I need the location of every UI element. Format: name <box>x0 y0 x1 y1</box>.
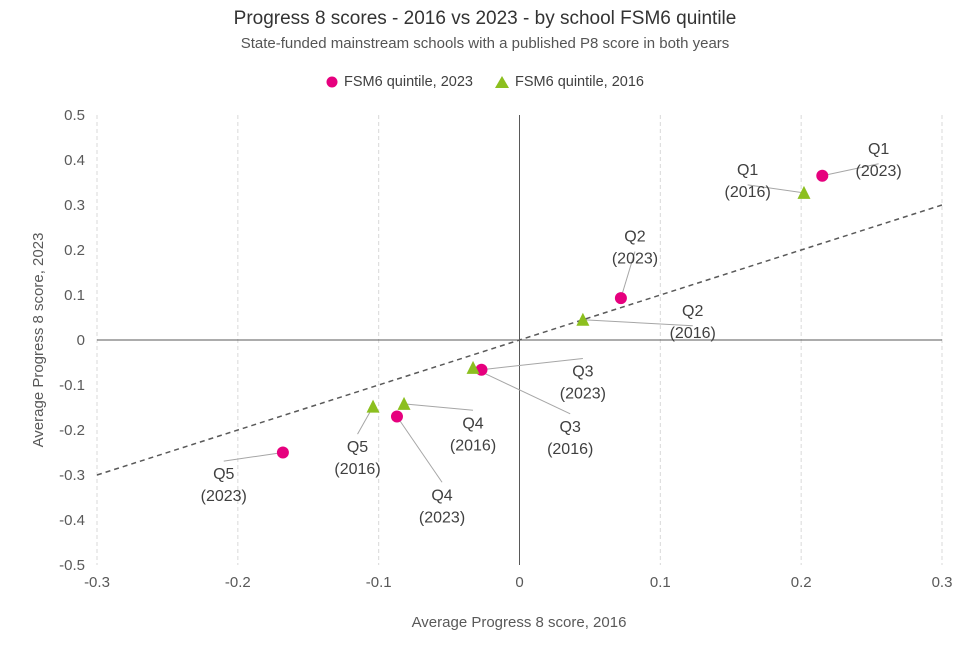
point-label-line: Q2 <box>682 303 703 320</box>
point-circle-2023 <box>276 446 289 459</box>
leader-line <box>822 163 879 177</box>
legend-item-2016: FSM6 quintile, 2016 <box>495 74 644 90</box>
leader-line <box>481 358 583 371</box>
point-triangle-2016 <box>466 360 480 374</box>
point-label-line: Q1 <box>868 141 889 158</box>
point-label-line: Q1 <box>737 162 758 179</box>
point-label-line: Q3 <box>572 364 593 381</box>
x-tick-label: -0.3 <box>84 574 110 591</box>
y-tick-label: -0.2 <box>59 422 85 439</box>
chart-title: Progress 8 scores - 2016 vs 2023 - by sc… <box>233 8 737 29</box>
legend-triangle-marker <box>495 76 509 88</box>
point-label-line: (2016) <box>334 461 380 478</box>
x-tick-label: -0.2 <box>225 574 251 591</box>
point-label-line: (2023) <box>419 509 465 526</box>
leader-line <box>223 452 283 462</box>
y-axis-label: Average Progress 8 score, 2023 <box>30 233 47 448</box>
y-tick-label: 0 <box>77 332 85 349</box>
point-label-line: Q2 <box>624 229 645 246</box>
x-tick-label: 0.2 <box>791 574 812 591</box>
y-tick-label: 0.4 <box>64 152 85 169</box>
x-tick-label: 0.3 <box>932 574 953 591</box>
point-triangle-2016 <box>797 185 811 199</box>
point-label-line: Q5 <box>213 466 234 483</box>
point-label-line: (2023) <box>201 488 247 505</box>
y-tick-label: 0.2 <box>64 242 85 259</box>
y-tick-label: -0.1 <box>59 377 85 394</box>
point-triangle-2016 <box>397 396 411 410</box>
y-tick-label: -0.4 <box>59 512 85 529</box>
leader-line <box>620 251 636 299</box>
point-label: Q2 (2016) <box>670 303 716 342</box>
y-tick-label: 0.3 <box>64 197 85 214</box>
leader-line <box>582 319 693 327</box>
point-label-line: (2016) <box>670 325 716 342</box>
point-label-line: (2016) <box>725 184 771 201</box>
data-points <box>276 169 829 459</box>
point-label: Q3 (2023) <box>560 364 606 403</box>
point-label-line: (2023) <box>856 163 902 180</box>
point-label-line: Q5 <box>347 439 368 456</box>
point-triangle-2016 <box>576 312 590 326</box>
legend-item-2023: FSM6 quintile, 2023 <box>326 74 473 90</box>
point-label: Q1 (2023) <box>856 141 902 180</box>
reference-line-group <box>96 204 943 476</box>
reference-line <box>96 204 943 476</box>
point-label: Q4 (2016) <box>450 415 496 454</box>
point-label: Q5 (2016) <box>334 439 380 478</box>
point-label-line: (2023) <box>560 386 606 403</box>
tick-labels: -0.3 -0.2 -0.1 0 0.1 0.2 0.3 -0.5 -0.4 -0.3 -0.2 -0… <box>59 107 952 591</box>
leader-line <box>747 184 805 194</box>
legend-label-2023: FSM6 quintile, 2023 <box>344 74 473 90</box>
y-tick-label: -0.3 <box>59 467 85 484</box>
leader-line <box>403 403 474 411</box>
y-tick-label: 0.1 <box>64 287 85 304</box>
chart-subtitle: State-funded mainstream schools with a p… <box>240 35 730 52</box>
y-tick-label: -0.5 <box>59 557 85 574</box>
x-tick-label: 0.1 <box>650 574 671 591</box>
y-tick-label: 0.5 <box>64 107 85 124</box>
x-tick-label: 0 <box>515 574 523 591</box>
point-label: Q3 (2016) <box>547 419 593 458</box>
point-label: Q5 (2023) <box>201 466 247 505</box>
point-label: Q4 (2023) <box>419 487 465 526</box>
point-triangle-2016 <box>366 399 380 413</box>
leader-line <box>396 416 443 483</box>
point-label-line: Q3 <box>560 419 581 436</box>
leader-lines <box>223 163 879 483</box>
point-label-line: (2016) <box>450 437 496 454</box>
point-labels: Q1 (2023) Q2 (2023) Q3 (2023) Q4 (2023) Q5 (2023)… <box>201 141 902 527</box>
x-axis-label: Average Progress 8 score, 2016 <box>412 614 627 631</box>
point-label-line: Q4 <box>431 487 452 504</box>
point-circle-2023 <box>390 410 403 423</box>
legend-label-2016: FSM6 quintile, 2016 <box>515 74 644 90</box>
point-circle-2023 <box>816 169 829 182</box>
legend-circle-marker <box>326 76 338 88</box>
leader-line <box>472 367 571 415</box>
point-label: Q2 (2023) <box>612 229 658 268</box>
point-circle-2023 <box>614 292 627 305</box>
point-label-line: (2016) <box>547 441 593 458</box>
x-tick-label: -0.1 <box>366 574 392 591</box>
point-label-line: Q4 <box>462 415 483 432</box>
point-label-line: (2023) <box>612 251 658 268</box>
point-label: Q1 (2016) <box>725 162 771 201</box>
legend: FSM6 quintile, 2023 FSM6 quintile, 2016 <box>0 74 970 90</box>
